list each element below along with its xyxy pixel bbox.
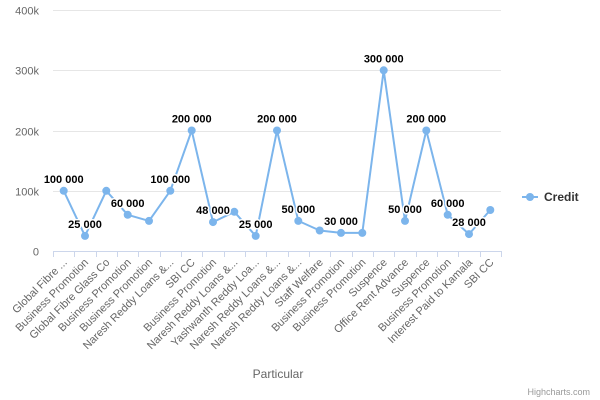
data-label: 60 000 [111,198,145,210]
y-tick-label: 100k [15,187,39,199]
y-axis: 0 100k 200k 300k 400k [15,6,39,259]
data-label: 200 000 [172,114,212,126]
data-point[interactable] [422,126,431,135]
data-labels: 100 000 25 000 60 000 100 000 200 000 48 000 2… [42,52,487,233]
data-point[interactable] [123,210,132,219]
data-label: 200 000 [406,114,446,126]
data-point[interactable] [465,230,473,239]
data-point[interactable] [251,231,260,240]
data-label: 50 000 [388,204,422,216]
data-point[interactable] [59,186,68,195]
data-label: 100 000 [44,174,84,186]
data-label: 100 000 [150,174,190,186]
data-point[interactable] [443,210,452,219]
legend[interactable]: Credit [522,190,579,204]
data-label: 25 000 [239,219,273,231]
data-point[interactable] [337,228,345,237]
y-tick-label: 300k [15,66,39,78]
data-point[interactable] [209,218,217,227]
y-tick-label: 0 [33,247,39,259]
data-label: 50 000 [281,204,315,216]
data-point[interactable] [358,228,367,237]
x-axis-title: Particular [253,367,304,381]
data-point[interactable] [145,216,153,225]
x-axis: Global Fibre ...Business PromotionGlobal… [10,251,502,352]
credits-link[interactable]: Highcharts.com [527,387,590,397]
data-point[interactable] [401,216,409,225]
y-tick-label: 200k [15,127,39,139]
data-label: 30 000 [324,216,358,228]
data-point[interactable] [81,231,89,240]
y-tick-label: 400k [15,6,39,18]
data-point[interactable] [230,207,239,216]
data-label: 25 000 [68,219,102,231]
data-point[interactable] [187,126,196,135]
data-point[interactable] [486,206,495,214]
legend-item-credit[interactable]: Credit [544,190,579,204]
data-point[interactable] [315,226,324,235]
series-credit[interactable] [59,66,495,240]
data-label: 300 000 [364,53,404,65]
data-point[interactable] [273,126,281,135]
data-point[interactable] [294,216,303,225]
data-point[interactable] [379,66,388,75]
legend-marker [526,193,534,201]
data-label: 60 000 [431,198,465,210]
data-label: 28 000 [452,217,486,229]
data-point[interactable] [166,186,175,195]
data-label: 200 000 [257,114,297,126]
data-label: 48 000 [196,205,230,217]
data-point[interactable] [102,186,111,195]
